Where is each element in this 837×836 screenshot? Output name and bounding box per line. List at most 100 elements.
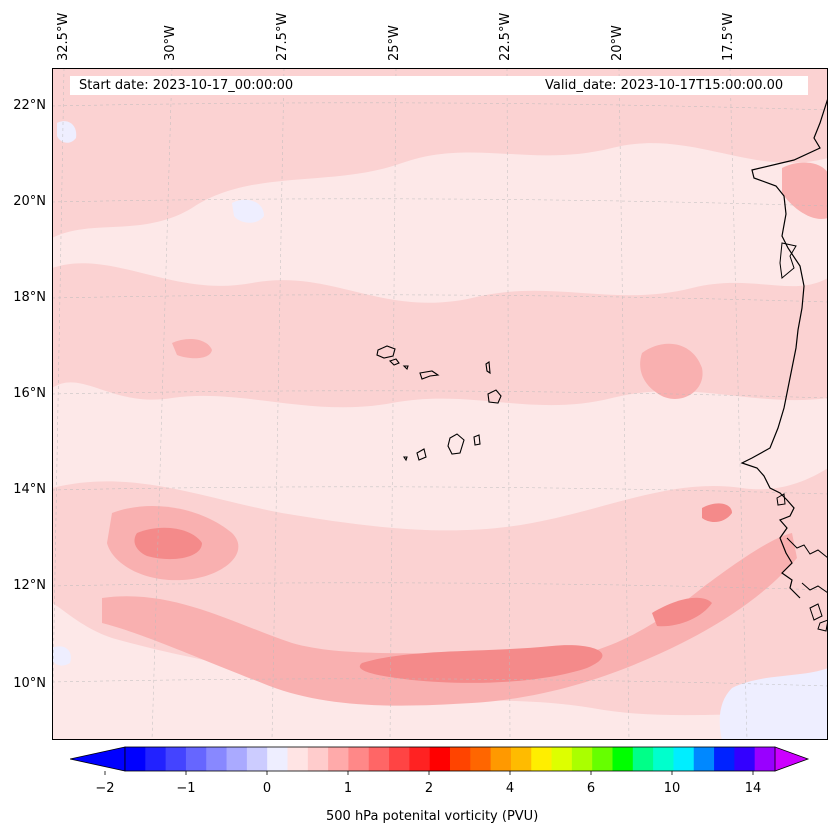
colorbar-title: 500 hPa potenital vorticity (PVU) bbox=[326, 809, 539, 824]
island bbox=[447, 433, 465, 455]
gridline-lat bbox=[52, 390, 828, 399]
colorbar-segment bbox=[470, 747, 492, 771]
pv-contour bbox=[134, 527, 202, 560]
pv-contour bbox=[52, 646, 71, 666]
lat-label: 20°N bbox=[13, 194, 46, 209]
pv-contour bbox=[652, 597, 712, 627]
pv-contour bbox=[640, 343, 703, 399]
lon-label: 22.5°W bbox=[498, 12, 513, 61]
colorbar-segment bbox=[693, 747, 715, 771]
colorbar-segment bbox=[246, 747, 268, 771]
pv-contour bbox=[172, 338, 212, 359]
colorbar-segment bbox=[551, 747, 573, 771]
gridline-lon bbox=[271, 68, 285, 740]
gridline-lon bbox=[151, 68, 173, 740]
colorbar-tick-label: 2 bbox=[424, 781, 434, 796]
gridline-lat bbox=[52, 678, 828, 687]
colorbar-segment bbox=[673, 747, 695, 771]
colorbar-tick-label: 0 bbox=[262, 781, 272, 796]
colorbar-segment bbox=[348, 747, 370, 771]
island bbox=[388, 358, 400, 366]
gridline-lat bbox=[52, 198, 828, 207]
pv-contour bbox=[702, 503, 732, 523]
colorbar-segment bbox=[592, 747, 613, 771]
gridline-lon bbox=[729, 68, 748, 740]
gridline-lat bbox=[52, 486, 828, 495]
island bbox=[487, 389, 502, 404]
colorbar-tick-label: 14 bbox=[744, 781, 762, 796]
colorbar-segment bbox=[714, 747, 735, 771]
african-coastline bbox=[809, 603, 828, 632]
pv-contour bbox=[102, 533, 797, 706]
colorbar-segment bbox=[490, 747, 512, 771]
colorbar-segment bbox=[531, 747, 553, 771]
lon-label: 20°W bbox=[610, 25, 625, 61]
colorbar-tick-label: −1 bbox=[176, 781, 196, 796]
colorbar-segment bbox=[267, 747, 288, 771]
colorbar-segment bbox=[307, 747, 329, 771]
gridline-lon bbox=[618, 68, 630, 740]
pv-contour bbox=[57, 121, 77, 143]
african-coastline bbox=[801, 582, 828, 594]
lon-label: 32.5°W bbox=[56, 12, 71, 61]
pv-contour bbox=[359, 645, 603, 683]
colorbar-tick-label: 10 bbox=[663, 781, 681, 796]
colorbar-frame bbox=[124, 746, 776, 772]
african-coastline bbox=[786, 537, 828, 559]
gridline-lon bbox=[506, 68, 511, 740]
colorbar-segment bbox=[287, 747, 309, 771]
colorbar-segment bbox=[632, 747, 654, 771]
colorbar-segment bbox=[653, 747, 674, 771]
colorbar-segment bbox=[328, 747, 349, 771]
colorbar bbox=[70, 746, 810, 775]
valid-date-text: Valid_date: 2023-10-17T15:00:00.00 bbox=[545, 78, 784, 93]
lat-label: 16°N bbox=[13, 386, 46, 401]
island bbox=[485, 361, 491, 375]
colorbar-segment bbox=[368, 747, 390, 771]
island bbox=[473, 434, 481, 446]
colorbar-segment bbox=[754, 747, 776, 771]
gridline-lon bbox=[52, 68, 65, 740]
island bbox=[416, 448, 427, 461]
cape-verde-islands bbox=[376, 345, 502, 462]
colorbar-segment bbox=[734, 747, 756, 771]
colorbar-segment bbox=[409, 747, 431, 771]
colorbar-segment bbox=[125, 747, 146, 771]
gridline-lon bbox=[389, 68, 397, 740]
african-coastline bbox=[740, 68, 828, 599]
island bbox=[402, 456, 408, 462]
african-coastline bbox=[776, 493, 786, 506]
pv-contour bbox=[52, 68, 828, 238]
colorbar-segment bbox=[612, 747, 634, 771]
colorbar-segment bbox=[145, 747, 167, 771]
gridline-lat bbox=[52, 102, 828, 111]
colorbar-segment bbox=[450, 747, 471, 771]
lon-label: 17.5°W bbox=[721, 12, 736, 61]
island bbox=[376, 345, 396, 359]
lon-label: 30°W bbox=[163, 25, 178, 61]
colorbar-segment bbox=[226, 747, 248, 771]
island bbox=[419, 370, 440, 380]
colorbar-tick-label: 4 bbox=[505, 781, 515, 796]
start-date-text: Start date: 2023-10-17_00:00:00 bbox=[79, 78, 294, 93]
map-frame bbox=[52, 68, 828, 740]
colorbar-segment bbox=[429, 747, 451, 771]
colorbar-tick-label: 6 bbox=[586, 781, 596, 796]
gridline-lat bbox=[52, 294, 828, 303]
island bbox=[402, 365, 409, 371]
lat-label: 14°N bbox=[13, 482, 46, 497]
gridline-lat bbox=[52, 582, 828, 591]
colorbar-segment bbox=[165, 747, 187, 771]
colorbar-segment bbox=[185, 747, 207, 771]
graticule bbox=[52, 68, 828, 740]
lat-label: 10°N bbox=[13, 676, 46, 691]
map-panel bbox=[52, 68, 828, 740]
colorbar-extend-high bbox=[774, 746, 810, 772]
colorbar-tick-label: 1 bbox=[343, 781, 353, 796]
colorbar-segment bbox=[389, 747, 410, 771]
pv-contour bbox=[232, 199, 264, 223]
colorbar-extend-low bbox=[70, 746, 126, 772]
lat-label: 12°N bbox=[13, 578, 46, 593]
pv-contour bbox=[782, 162, 828, 219]
lon-label: 25°W bbox=[387, 25, 402, 61]
